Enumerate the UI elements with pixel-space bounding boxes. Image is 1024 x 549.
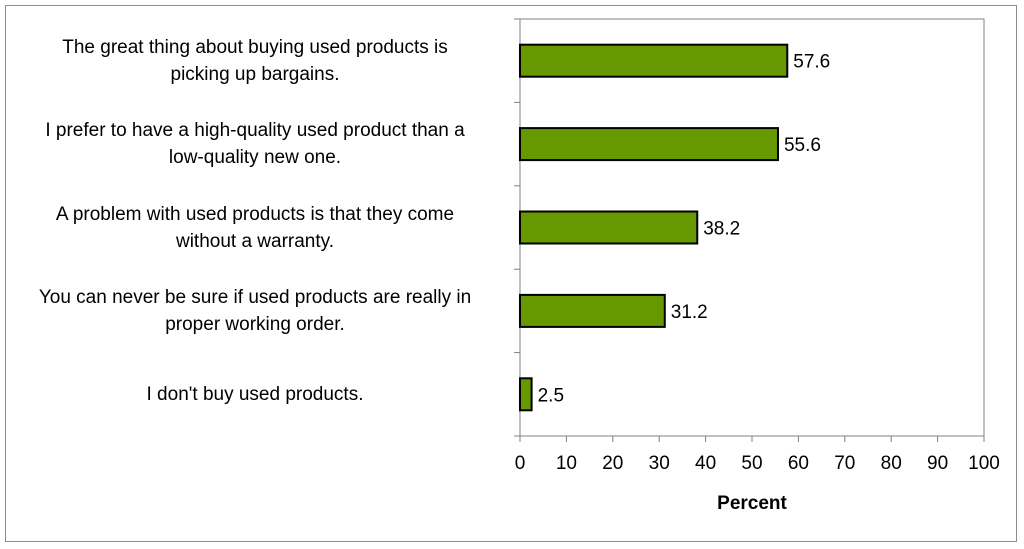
x-tick-label: 30 xyxy=(649,453,670,474)
x-tick-label: 100 xyxy=(968,453,1000,474)
bar xyxy=(519,210,699,245)
x-tick-label: 10 xyxy=(556,453,577,474)
category-label-line: I prefer to have a high-quality used pro… xyxy=(45,120,465,142)
bar xyxy=(519,293,666,328)
category-label-line: You can never be sure if used products a… xyxy=(38,286,472,308)
x-axis-title: Percent xyxy=(717,493,787,514)
x-tick-label: 0 xyxy=(515,453,526,474)
category-label-line: low-quality new one. xyxy=(168,147,342,169)
x-tick-label: 70 xyxy=(834,453,855,474)
category-label: The great thing about buying used produc… xyxy=(5,34,505,88)
x-tick-label: 60 xyxy=(788,453,809,474)
bar xyxy=(519,377,533,412)
category-label: You can never be sure if used products a… xyxy=(5,284,505,338)
bar xyxy=(519,127,779,162)
bar-value-label: 57.6 xyxy=(793,52,830,73)
x-tick-label: 50 xyxy=(741,453,762,474)
category-label: I don't buy used products. xyxy=(5,381,505,408)
bar-value-label: 31.2 xyxy=(671,302,708,323)
x-tick-label: 20 xyxy=(602,453,623,474)
x-tick-label: 80 xyxy=(881,453,902,474)
bars: 57.6 55.6 38.2 31.2 2.5 xyxy=(519,43,830,412)
category-label-line: without a warranty. xyxy=(175,230,335,252)
category-label-line: picking up bargains. xyxy=(170,63,340,85)
bar-value-label: 38.2 xyxy=(703,219,740,240)
bar xyxy=(519,43,789,78)
bar-value-label: 55.6 xyxy=(784,135,821,156)
x-tick-label: 90 xyxy=(927,453,948,474)
axis-ticks: 0 10 20 30 40 50 60 70 80 90 100 xyxy=(514,18,1000,474)
category-label: A problem with used products is that the… xyxy=(5,201,505,255)
category-label: I prefer to have a high-quality used pro… xyxy=(5,117,505,171)
x-tick-label: 40 xyxy=(695,453,716,474)
category-label-line: A problem with used products is that the… xyxy=(55,203,455,225)
category-label-line: I don't buy used products. xyxy=(146,383,364,405)
category-label-line: The great thing about buying used produc… xyxy=(62,36,448,58)
category-label-line: proper working order. xyxy=(165,313,345,335)
bar-value-label: 2.5 xyxy=(538,385,564,406)
